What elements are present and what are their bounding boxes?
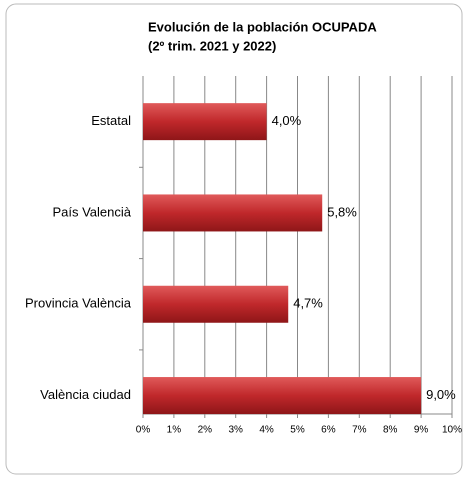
x-tick-label: 6% <box>321 425 336 436</box>
x-tick-label: 8% <box>383 425 398 436</box>
y-tick-label: Estatal <box>91 113 131 128</box>
chart-subtitle: (2º trim. 2021 y 2022) <box>148 38 276 53</box>
x-tick-label: 0% <box>136 425 151 436</box>
x-tick-label: 1% <box>167 425 182 436</box>
chart-border <box>5 3 463 475</box>
x-tick-label: 3% <box>228 425 243 436</box>
data-label: 9,0% <box>426 387 456 402</box>
data-label: 5,8% <box>327 204 357 219</box>
bar <box>143 103 267 141</box>
x-tick-label: 10% <box>442 425 462 436</box>
x-tick-label: 7% <box>352 425 367 436</box>
y-tick-label: València ciudad <box>40 387 131 402</box>
x-tick-label: 5% <box>290 425 305 436</box>
x-tick-label: 9% <box>414 425 429 436</box>
y-tick-label: Provincia València <box>25 296 132 311</box>
x-tick-label: 4% <box>259 425 274 436</box>
bar <box>143 194 323 232</box>
data-label: 4,0% <box>272 113 302 128</box>
chart-title: Evolución de la población OCUPADA <box>148 19 377 34</box>
x-tick-label: 2% <box>198 425 213 436</box>
bar <box>143 285 289 323</box>
data-label: 4,7% <box>293 296 323 311</box>
bar <box>143 377 422 415</box>
y-tick-label: País Valencià <box>52 204 131 219</box>
